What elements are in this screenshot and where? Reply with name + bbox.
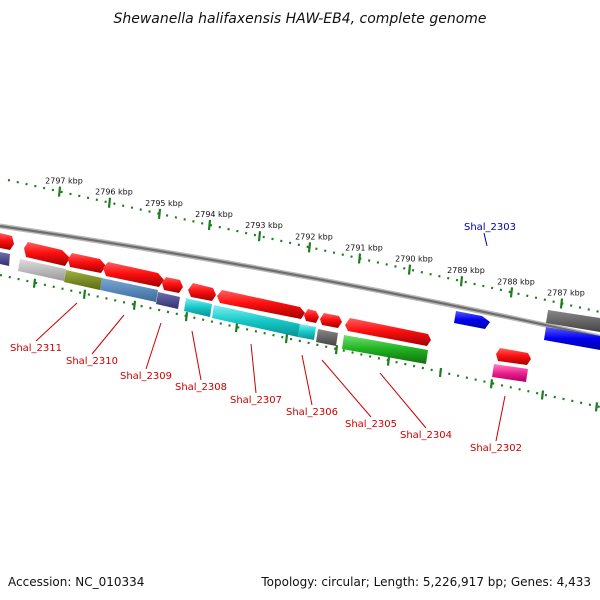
genome-backbone-core (0, 224, 600, 339)
tick-label: 2791 kbp (345, 243, 383, 252)
tick-label: 2793 kbp (245, 221, 283, 230)
tick-label: 2789 kbp (447, 266, 485, 275)
gene-label[interactable]: Shal_2309 (120, 371, 172, 382)
topology-text: Topology: circular; Length: 5,226,917 bp… (260, 575, 591, 589)
inner-tick-mark (540, 390, 545, 400)
gene-label[interactable]: Shal_2304 (400, 430, 452, 441)
inner-tick-mark (132, 300, 137, 310)
inner-tick-mark (32, 278, 37, 288)
gene-label[interactable]: Shal_2303 (464, 222, 516, 233)
feature-box-cyan[interactable] (298, 324, 316, 340)
feature-arrow-red[interactable] (103, 262, 164, 287)
feature-box-dark[interactable] (546, 310, 600, 332)
feature-arrow-red[interactable] (217, 290, 305, 319)
outer-dotted-ring (7, 178, 600, 314)
tick-group: 2797 kbp 2796 kbp 2795 kbp 2794 kbp 2793 kbp… (32, 177, 599, 412)
tick-mark (157, 208, 162, 220)
feature-arrow-red[interactable] (68, 253, 106, 273)
inner-tick-mark (82, 289, 87, 299)
tick-mark (357, 253, 362, 264)
tick-label: 2787 kbp (547, 289, 585, 298)
feature-box-cyan[interactable] (184, 298, 212, 317)
leader-line (250, 343, 257, 394)
feature-track-reverse (0, 252, 600, 382)
tick-mark (459, 276, 464, 287)
feature-arrow-red[interactable] (162, 277, 183, 293)
feature-arrow-red[interactable] (0, 233, 14, 250)
feature-box-cyan[interactable] (212, 305, 300, 337)
gene-labels: Shal_2311Shal_2310Shal_2309Shal_2308Shal… (10, 222, 522, 454)
feature-box-grey[interactable] (18, 259, 66, 281)
inner-tick-mark (334, 345, 339, 355)
leader-line (301, 354, 313, 406)
feature-arrow-red[interactable] (188, 283, 216, 301)
leader-line (321, 359, 372, 418)
tick-mark (559, 298, 564, 309)
inner-tick-mark (284, 334, 289, 344)
inner-dotted-ring (0, 273, 600, 409)
gene-label[interactable]: Shal_2307 (230, 395, 282, 406)
inner-tick-mark (184, 312, 189, 322)
tick-label: 2794 kbp (195, 210, 233, 219)
map-title: Shewanella halifaxensis HAW-EB4, complet… (113, 11, 486, 27)
tick-mark (509, 287, 514, 298)
leader-lines (35, 232, 506, 442)
tick-label: 2788 kbp (497, 277, 535, 286)
tick-mark (307, 242, 312, 253)
gene-label[interactable]: Shal_2305 (345, 419, 397, 430)
feature-box-blue[interactable] (544, 327, 600, 350)
feature-box-navy[interactable] (156, 292, 180, 309)
feature-arrow-red[interactable] (345, 318, 431, 346)
tick-label: 2797 kbp (45, 177, 83, 186)
feature-arrow-blue[interactable] (454, 311, 490, 329)
leader-line (91, 314, 125, 355)
gene-label[interactable]: Shal_2306 (286, 407, 338, 418)
feature-arrow-red[interactable] (496, 348, 531, 365)
gene-label[interactable]: Shal_2308 (175, 382, 227, 393)
tick-mark (207, 219, 212, 231)
tick-mark (257, 231, 262, 242)
tick-label: 2796 kbp (95, 188, 133, 197)
tick-label: 2792 kbp (295, 232, 333, 241)
feature-box-pink[interactable] (492, 364, 528, 382)
feature-box-steel[interactable] (100, 278, 158, 302)
leader-line (191, 330, 202, 381)
tick-label: 2795 kbp (145, 199, 183, 208)
feature-box-dark[interactable] (316, 329, 338, 346)
tick-label: 2790 kbp (395, 255, 433, 264)
leader-line (379, 372, 427, 429)
feature-box-olive[interactable] (64, 270, 102, 290)
feature-arrow-red[interactable] (304, 309, 319, 323)
feature-arrow-red[interactable] (320, 313, 342, 328)
inner-tick-mark (489, 379, 494, 389)
leader-line (35, 302, 78, 342)
leader-line (483, 232, 488, 247)
inner-tick-mark (594, 402, 599, 412)
feature-box-navy[interactable] (0, 252, 10, 266)
tick-mark (407, 264, 412, 275)
tick-mark (57, 186, 62, 197)
feature-track-forward (0, 233, 600, 365)
inner-tick-mark (234, 323, 239, 333)
gene-label[interactable]: Shal_2311 (10, 343, 62, 354)
tick-mark (107, 197, 112, 208)
gene-label[interactable]: Shal_2310 (66, 356, 118, 367)
feature-box-green[interactable] (342, 335, 428, 364)
leader-line (145, 322, 162, 370)
feature-arrow-red[interactable] (24, 242, 70, 266)
accession-text: Accession: NC_010334 (8, 575, 144, 589)
leader-line (495, 395, 506, 442)
gene-label[interactable]: Shal_2302 (470, 443, 522, 454)
